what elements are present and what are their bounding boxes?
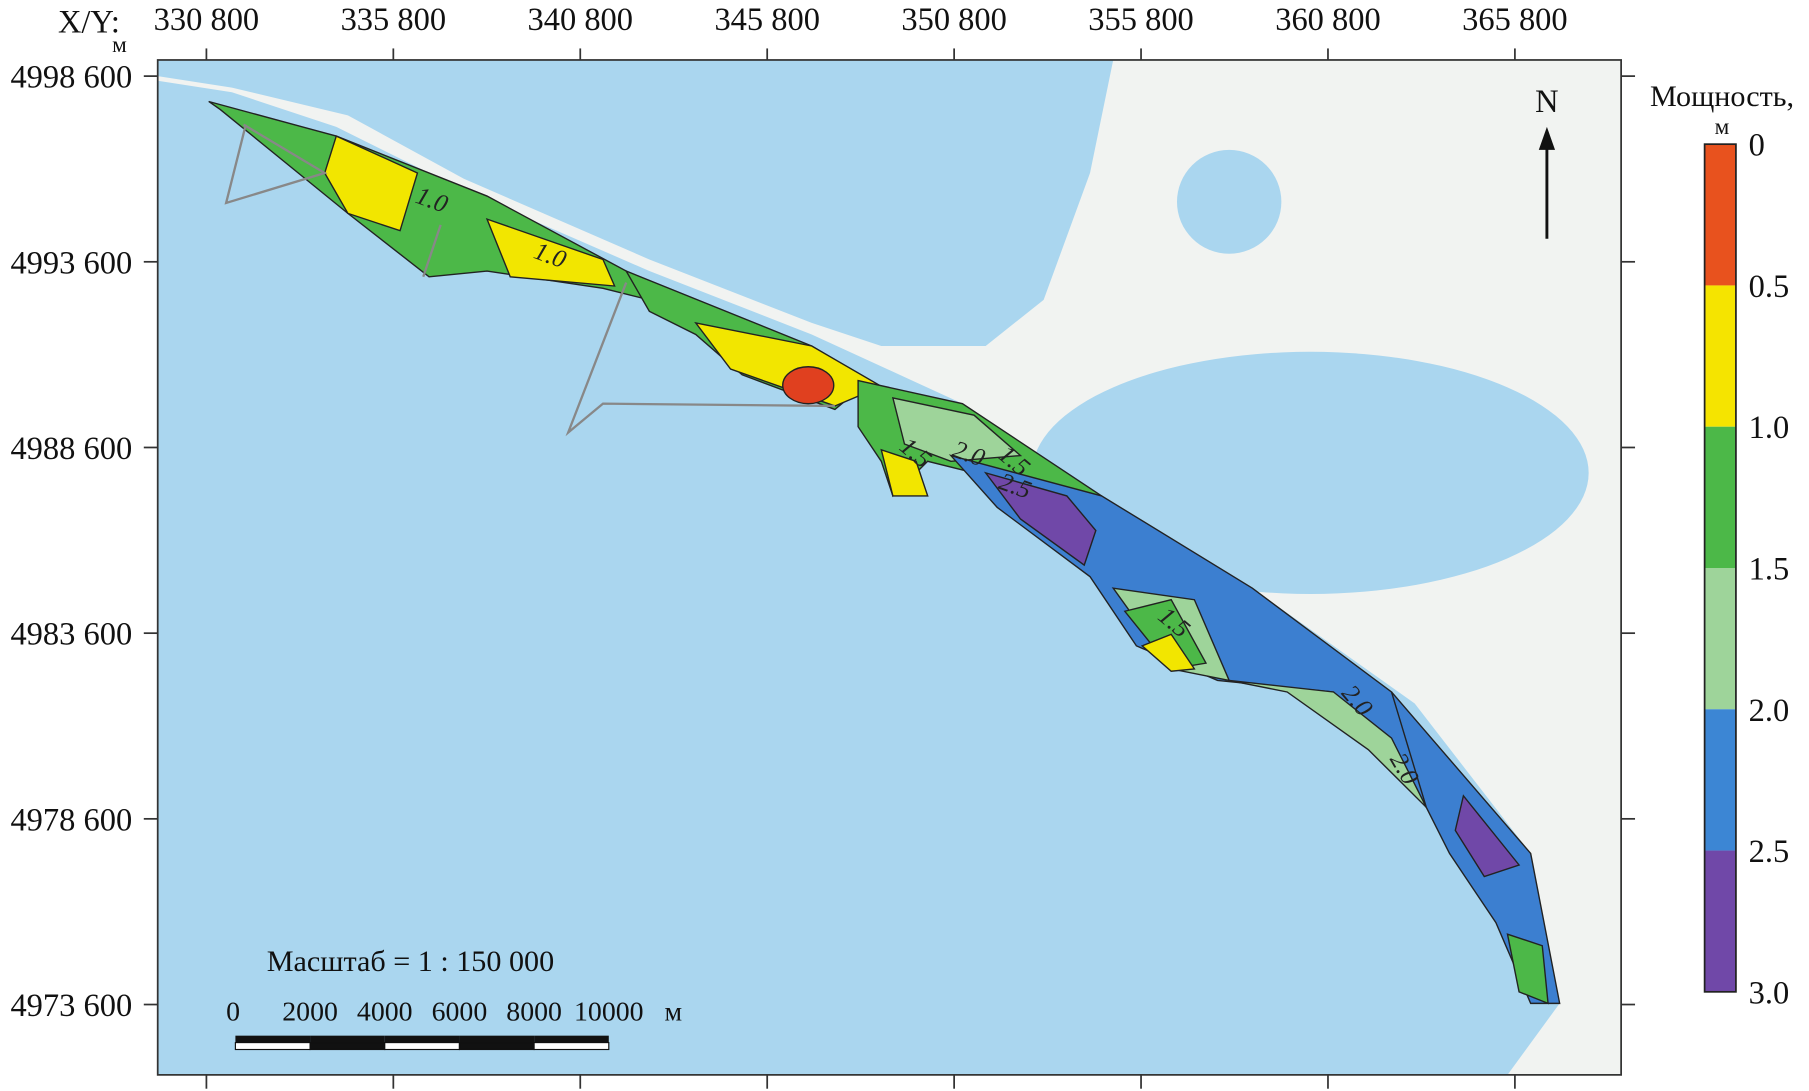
legend-swatch (1704, 568, 1736, 710)
legend-title: Мощность, (1650, 79, 1794, 113)
legend-frame (1703, 143, 1737, 993)
legend-tick-label: 0 (1749, 128, 1765, 164)
axis-ticks: 330 800 335 800 340 800 345 800 350 800 355 8… (10, 2, 1636, 1089)
thickness-zones (208, 100, 1561, 1005)
legend-swatch (1704, 144, 1736, 286)
legend-swatch (1704, 285, 1736, 427)
x-tick-label: 360 800 (1275, 2, 1381, 38)
lake (1176, 149, 1282, 254)
x-tick-label: 340 800 (528, 2, 634, 38)
legend-tick-label: 1.5 (1749, 552, 1790, 588)
y-tick-label: 4978 600 (10, 802, 132, 838)
scale-label: 10000 (574, 997, 644, 1028)
scale-segment (534, 1035, 609, 1043)
lagoon (157, 59, 1114, 346)
legend-tick-label: 1.0 (1749, 410, 1790, 446)
scale-label: 4000 (357, 997, 413, 1028)
y-tick-label: 4983 600 (10, 617, 132, 653)
scale-label: 8000 (506, 997, 562, 1028)
survey-track (224, 123, 328, 205)
scale-label: 2000 (282, 997, 338, 1028)
legend-unit: м (1715, 114, 1730, 140)
x-tick-label: 345 800 (714, 2, 820, 38)
x-tick-label: 365 800 (1462, 2, 1568, 38)
survey-track (565, 282, 835, 437)
corner-label: X/Y: (58, 4, 120, 40)
north-arrow-head (1538, 126, 1556, 150)
legend-swatch (1704, 709, 1736, 851)
scale-label: 6000 (432, 997, 488, 1028)
x-tick-label: 350 800 (901, 2, 1007, 38)
scale-segment (533, 1042, 610, 1051)
y-tick-label: 4973 600 (10, 988, 132, 1024)
land (157, 59, 1622, 1075)
y-tick-label: 4998 600 (10, 60, 132, 96)
scale-segment (458, 1042, 535, 1051)
x-tick-label: 335 800 (341, 2, 447, 38)
scale-segment (384, 1042, 461, 1051)
legend-tick-label: 2.0 (1749, 693, 1790, 729)
scale-segment (310, 1035, 385, 1043)
scale-segment (234, 1042, 311, 1051)
scale-segment (309, 1042, 386, 1051)
legend-swatch (1704, 426, 1736, 569)
x-tick-label: 355 800 (1088, 2, 1194, 38)
lagoon (1032, 351, 1589, 594)
legend-tick-label: 3.0 (1749, 975, 1790, 1011)
corner-unit: м (112, 32, 127, 58)
scale-label: 0 (226, 997, 240, 1028)
north-label: N (1535, 84, 1558, 120)
x-tick-label: 330 800 (154, 2, 260, 38)
map-frame (156, 59, 1622, 1076)
map-root: N Масштаб = 1 : 150 000 0 2000 4000 6000 800… (10, 2, 1794, 1089)
y-tick-label: 4993 600 (10, 245, 132, 281)
scale-bar: 0 2000 4000 6000 8000 10000 (226, 997, 644, 1051)
y-tick-label: 4988 600 (10, 431, 132, 467)
legend: 0 0.5 1.0 1.5 2.0 2.5 3.0 (1703, 128, 1790, 1011)
scale-segment (384, 1035, 460, 1043)
scale-segment (459, 1035, 535, 1043)
legend-tick-label: 0.5 (1749, 269, 1790, 305)
legend-tick-label: 2.5 (1749, 834, 1790, 870)
scale-segment (235, 1035, 311, 1043)
survey-track (422, 224, 442, 278)
scale-unit: м (664, 997, 682, 1028)
scale-title: Масштаб = 1 : 150 000 (267, 944, 554, 978)
legend-swatch (1704, 850, 1736, 992)
